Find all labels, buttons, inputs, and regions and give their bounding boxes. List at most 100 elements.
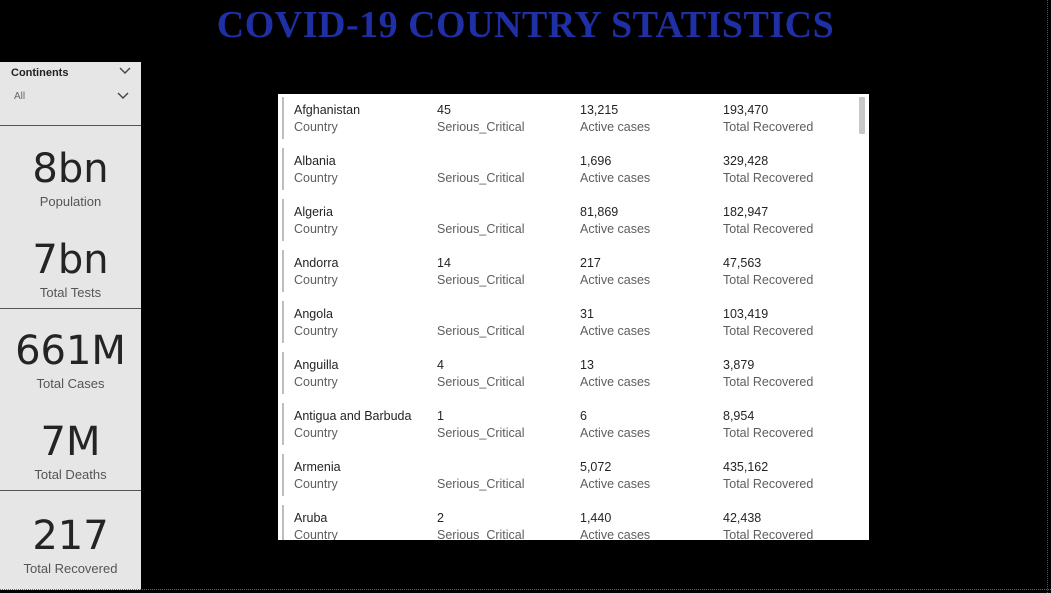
- continents-slicer[interactable]: Continents All: [0, 62, 141, 126]
- cell-total-recovered: 435,162 Total Recovered: [723, 459, 813, 493]
- total-recovered-value: 3,879: [723, 358, 755, 372]
- country-label: Country: [294, 528, 338, 540]
- cell-serious-critical: 4 Serious_Critical: [437, 357, 525, 391]
- country-multirow-card: Afghanistan Country 45 Serious_Critical 13,2…: [278, 94, 869, 540]
- country-label: Country: [294, 171, 338, 185]
- cell-active-cases: 13,215 Active cases: [580, 102, 650, 136]
- active-cases-value: 13: [580, 358, 594, 372]
- country-value: Albania: [294, 154, 336, 168]
- serious-critical-value: [437, 153, 525, 170]
- country-label: Country: [294, 426, 338, 440]
- country-value: Aruba: [294, 511, 328, 525]
- table-row[interactable]: Angola Country Serious_Critical 31 Active ca…: [282, 301, 854, 343]
- country-label: Country: [294, 120, 338, 134]
- slicer-selected-value[interactable]: All: [14, 91, 26, 102]
- serious-critical-value: 45: [437, 103, 451, 117]
- cell-active-cases: 31 Active cases: [580, 306, 650, 340]
- table-row[interactable]: Armenia Country Serious_Critical 5,072 Activ…: [282, 454, 854, 496]
- total-recovered-label: Total Recovered: [723, 171, 814, 185]
- cell-serious-critical: 1 Serious_Critical: [437, 408, 525, 442]
- table-row[interactable]: Afghanistan Country 45 Serious_Critical 13,2…: [282, 97, 854, 139]
- active-cases-label: Active cases: [580, 273, 651, 287]
- cell-total-recovered: 329,428 Total Recovered: [723, 153, 813, 187]
- card-total-deaths: 7M Total Deaths: [0, 419, 141, 483]
- card-value: 7bn: [32, 237, 109, 283]
- table-row[interactable]: Andorra Country 14 Serious_Critical 217 Activ…: [282, 250, 854, 292]
- total-recovered-value: 435,162: [723, 460, 769, 474]
- country-label: Country: [294, 477, 338, 491]
- cell-country: Anguilla Country: [294, 357, 338, 391]
- cell-country: Albania Country: [294, 153, 338, 187]
- cell-serious-critical: Serious_Critical: [437, 204, 525, 238]
- card-label: Population: [39, 194, 102, 209]
- cell-total-recovered: 47,563 Total Recovered: [723, 255, 813, 289]
- chevron-down-icon[interactable]: [117, 91, 129, 101]
- total-recovered-label: Total Recovered: [723, 273, 814, 287]
- serious-critical-label: Serious_Critical: [437, 426, 525, 440]
- cell-total-recovered: 8,954 Total Recovered: [723, 408, 813, 442]
- cell-serious-critical: 45 Serious_Critical: [437, 102, 525, 136]
- active-cases-label: Active cases: [580, 120, 651, 134]
- cell-serious-critical: Serious_Critical: [437, 153, 525, 187]
- cell-country: Angola Country: [294, 306, 338, 340]
- serious-critical-value: 14: [437, 256, 451, 270]
- cell-active-cases: 13 Active cases: [580, 357, 650, 391]
- serious-critical-label: Serious_Critical: [437, 477, 525, 491]
- active-cases-label: Active cases: [580, 528, 651, 540]
- active-cases-label: Active cases: [580, 426, 651, 440]
- cell-country: Armenia Country: [294, 459, 341, 493]
- serious-critical-value: [437, 459, 525, 476]
- total-recovered-label: Total Recovered: [723, 222, 814, 236]
- cell-country: Aruba Country: [294, 510, 338, 540]
- cell-active-cases: 1,440 Active cases: [580, 510, 650, 540]
- country-value: Armenia: [294, 460, 341, 474]
- table-row[interactable]: Antigua and Barbuda Country 1 Serious_Criti…: [282, 403, 854, 445]
- serious-critical-value: 4: [437, 358, 444, 372]
- chevron-down-icon[interactable]: [119, 66, 131, 76]
- cell-serious-critical: Serious_Critical: [437, 459, 525, 493]
- card-label: Total Recovered: [23, 561, 118, 576]
- scrollbar-thumb[interactable]: [859, 97, 865, 134]
- total-recovered-value: 193,470: [723, 103, 769, 117]
- active-cases-value: 81,869: [580, 205, 619, 219]
- cell-serious-critical: Serious_Critical: [437, 306, 525, 340]
- serious-critical-label: Serious_Critical: [437, 273, 525, 287]
- table-row[interactable]: Anguilla Country 4 Serious_Critical 13 Active…: [282, 352, 854, 394]
- table-row[interactable]: Albania Country Serious_Critical 1,696 Activ…: [282, 148, 854, 190]
- divider: [0, 490, 141, 491]
- cell-country: Algeria Country: [294, 204, 338, 238]
- serious-critical-value: 1: [437, 409, 444, 423]
- total-recovered-label: Total Recovered: [723, 324, 814, 338]
- country-value: Anguilla: [294, 358, 339, 372]
- divider: [0, 308, 141, 309]
- active-cases-value: 6: [580, 409, 587, 423]
- card-label: Total Cases: [36, 376, 105, 391]
- country-value: Algeria: [294, 205, 333, 219]
- total-recovered-value: 47,563: [723, 256, 762, 270]
- active-cases-label: Active cases: [580, 171, 651, 185]
- total-recovered-label: Total Recovered: [723, 477, 814, 491]
- cell-serious-critical: 2 Serious_Critical: [437, 510, 525, 540]
- card-value: 217: [32, 513, 109, 559]
- active-cases-label: Active cases: [580, 375, 651, 389]
- active-cases-value: 5,072: [580, 460, 612, 474]
- right-border: [1047, 0, 1048, 593]
- table-row[interactable]: Algeria Country Serious_Critical 81,869 Acti…: [282, 199, 854, 241]
- country-value: Angola: [294, 307, 333, 321]
- serious-critical-label: Serious_Critical: [437, 222, 525, 236]
- total-recovered-label: Total Recovered: [723, 375, 814, 389]
- country-value: Andorra: [294, 256, 339, 270]
- bottom-border: [0, 589, 1051, 590]
- card-value: 8bn: [32, 146, 109, 192]
- card-total-cases: 661M Total Cases: [0, 328, 141, 392]
- country-label: Country: [294, 324, 338, 338]
- cell-active-cases: 6 Active cases: [580, 408, 650, 442]
- cell-total-recovered: 103,419 Total Recovered: [723, 306, 813, 340]
- active-cases-value: 31: [580, 307, 594, 321]
- card-value: 7M: [40, 419, 101, 465]
- total-recovered-label: Total Recovered: [723, 426, 814, 440]
- cell-total-recovered: 182,947 Total Recovered: [723, 204, 813, 238]
- table-row[interactable]: Aruba Country 2 Serious_Critical 1,440 Active…: [282, 505, 854, 540]
- card-population: 8bn Population: [0, 146, 141, 210]
- total-recovered-value: 8,954: [723, 409, 755, 423]
